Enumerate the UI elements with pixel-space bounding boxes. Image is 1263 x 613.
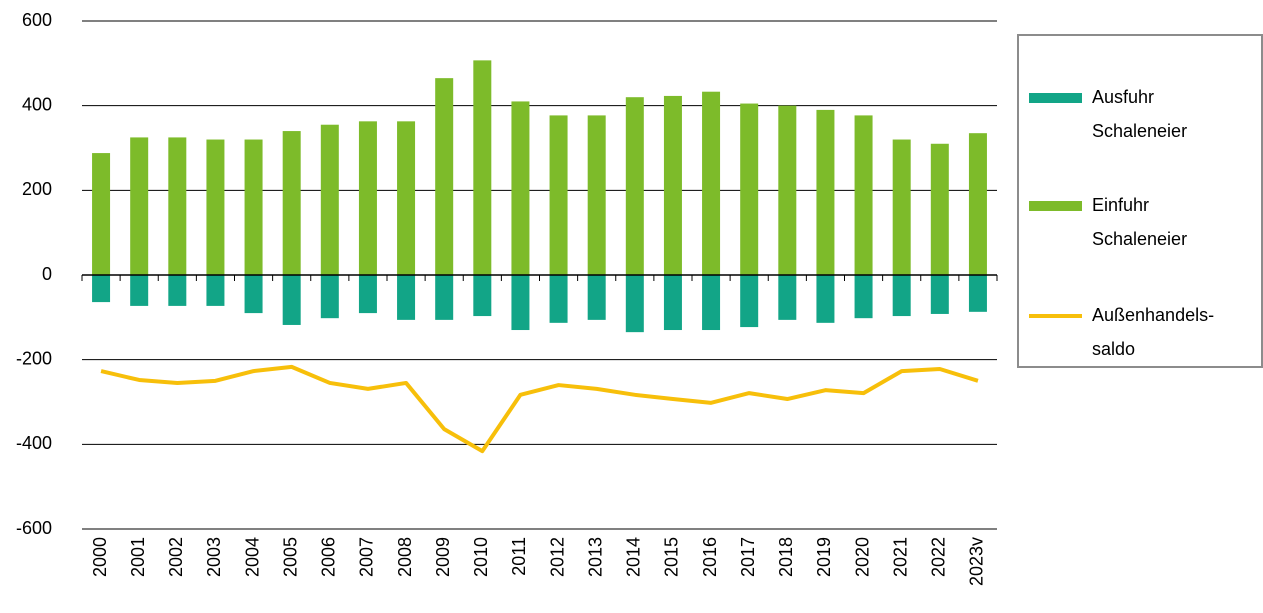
bar — [282, 275, 301, 325]
bar — [206, 275, 225, 306]
x-tick-label: 2003 — [204, 537, 224, 577]
x-tick-label: 2023v — [967, 537, 987, 586]
bar — [740, 103, 759, 275]
x-tick-label: 2015 — [662, 537, 682, 577]
y-tick-label: 600 — [22, 10, 52, 30]
bar — [625, 275, 644, 333]
x-tick-label: 2017 — [738, 537, 758, 577]
x-tick-label: 2021 — [890, 537, 910, 577]
bar — [244, 139, 263, 275]
bar — [702, 91, 721, 276]
bar — [92, 153, 111, 275]
legend-swatch — [1029, 314, 1082, 318]
y-tick-label: -200 — [16, 348, 52, 368]
bar — [778, 275, 797, 320]
y-tick-label: -600 — [16, 518, 52, 538]
y-tick-label: 400 — [22, 94, 52, 114]
bar — [511, 275, 530, 331]
bar — [854, 275, 873, 319]
bar — [130, 275, 149, 306]
x-tick-label: 2012 — [547, 537, 567, 577]
bar — [625, 97, 644, 275]
bar — [930, 143, 949, 275]
x-tick-label: 2004 — [242, 537, 262, 577]
bar — [206, 139, 225, 275]
x-tick-label: 2019 — [814, 537, 834, 577]
bar — [168, 275, 187, 306]
bar — [435, 78, 454, 276]
y-tick-label: 200 — [22, 179, 52, 199]
bar — [282, 131, 301, 275]
legend-label: Außenhandels-saldo — [1092, 305, 1215, 359]
bar — [968, 275, 987, 312]
legend: Ausfuhr Schaleneier Einfuhr Schaleneier Au… — [1017, 34, 1263, 368]
bar — [587, 275, 606, 320]
bar — [740, 275, 759, 328]
bar — [358, 275, 377, 314]
bar — [168, 137, 187, 275]
x-tick-label: 2020 — [852, 537, 872, 577]
bar — [854, 115, 873, 275]
legend-swatch — [1029, 93, 1082, 103]
bar — [435, 275, 454, 320]
bar — [702, 275, 721, 331]
bar — [816, 109, 835, 276]
x-tick-label: 2022 — [929, 537, 949, 577]
bar — [968, 133, 987, 275]
x-tick-label: 2013 — [585, 537, 605, 577]
bar — [663, 95, 682, 276]
bar — [358, 121, 377, 275]
bar — [320, 124, 339, 275]
x-tick-label: 2010 — [471, 537, 491, 577]
bar — [549, 115, 568, 275]
bar — [892, 139, 911, 275]
legend-swatch — [1029, 201, 1082, 211]
x-tick-label: 2018 — [776, 537, 796, 577]
bar — [511, 101, 530, 275]
x-tick-label: 2007 — [357, 537, 377, 577]
bar — [397, 121, 416, 275]
x-tick-label: 2008 — [395, 537, 415, 577]
x-tick-label: 2006 — [319, 537, 339, 577]
bar — [320, 275, 339, 319]
bar — [778, 105, 797, 276]
x-tick-label: 2001 — [128, 537, 148, 577]
x-tick-label: 2011 — [509, 537, 529, 576]
bar — [473, 275, 492, 317]
x-tick-label: 2016 — [700, 537, 720, 577]
x-tick-label: 2014 — [624, 537, 644, 577]
x-tick-label: 2005 — [280, 537, 300, 577]
legend-label: Ausfuhr Schaleneier — [1092, 87, 1188, 141]
bar — [892, 275, 911, 317]
bar — [930, 275, 949, 314]
line — [100, 364, 979, 454]
bar — [473, 60, 492, 276]
bar — [397, 275, 416, 320]
x-tick-label: 2009 — [433, 537, 453, 577]
bar — [663, 275, 682, 331]
bar — [816, 275, 835, 323]
legend-label: Einfuhr Schaleneier — [1092, 195, 1188, 249]
bar — [130, 137, 149, 275]
x-tick-label: 2002 — [166, 537, 186, 577]
y-tick-label: 0 — [42, 264, 52, 284]
bar — [92, 275, 111, 303]
bar — [244, 275, 263, 314]
bar — [549, 275, 568, 323]
bar — [587, 115, 606, 275]
x-tick-label: 2000 — [90, 537, 110, 577]
y-tick-label: -400 — [16, 433, 52, 453]
